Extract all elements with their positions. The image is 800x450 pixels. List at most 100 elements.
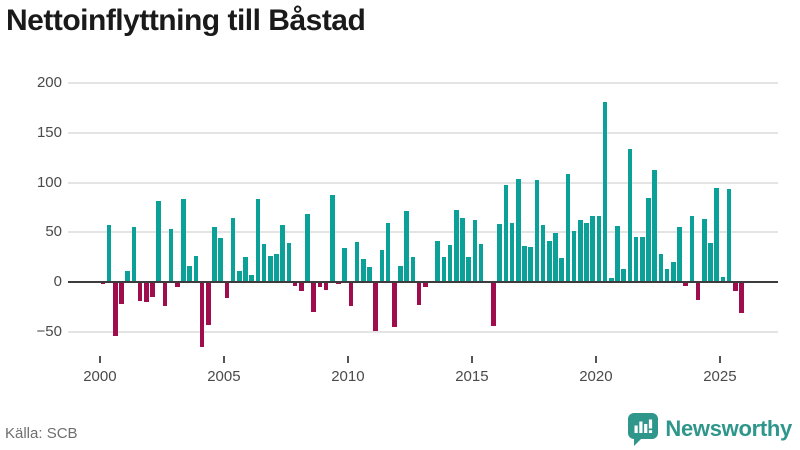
bar-2012Q1 xyxy=(398,266,403,283)
bar-2016Q2 xyxy=(503,185,509,283)
bar-2009Q4 xyxy=(342,248,347,283)
bar-2020Q1 xyxy=(596,216,602,283)
newsworthy-wordmark: Newsworthy xyxy=(665,416,792,441)
zero-axis-line xyxy=(68,281,778,284)
bar-2000Q4 xyxy=(119,282,124,305)
bar-2017Q2 xyxy=(528,247,533,283)
bar-2010Q1 xyxy=(348,282,354,307)
bar-2008Q4 xyxy=(317,282,323,288)
x-tick-2005 xyxy=(222,356,225,363)
bar-2015Q2 xyxy=(478,244,484,283)
bar-2005Q1 xyxy=(224,282,230,299)
bar-2016Q1 xyxy=(497,224,502,283)
bar-2010Q3 xyxy=(361,259,366,283)
bar-2013Q4 xyxy=(441,257,447,283)
bar-2018Q3 xyxy=(559,258,564,283)
bar-2002Q2 xyxy=(156,201,161,283)
bar-2003Q2 xyxy=(181,199,186,283)
gridline-150 xyxy=(68,131,778,134)
bar-2006Q3 xyxy=(261,244,267,283)
bar-2023Q4 xyxy=(689,216,695,283)
bar-2016Q3 xyxy=(509,223,515,283)
bar-2005Q3 xyxy=(237,271,242,283)
bar-2015Q4 xyxy=(491,282,496,327)
bar-2003Q4 xyxy=(193,256,199,283)
bar-2022Q2 xyxy=(652,169,657,283)
bar-2024Q2 xyxy=(702,219,707,283)
bar-2022Q1 xyxy=(646,198,651,283)
newsworthy-logo[interactable]: Newsworthy xyxy=(628,412,792,446)
y-tick-label-50: 50 xyxy=(45,223,62,241)
bar-2003Q3 xyxy=(187,266,192,283)
bar-2011Q3 xyxy=(385,223,391,283)
bar-2004Q4 xyxy=(218,238,223,283)
bar-2001Q2 xyxy=(131,227,137,283)
bar-2003Q1 xyxy=(175,282,180,288)
x-tick-label-2010: 2010 xyxy=(331,368,365,385)
x-tick-label-2025: 2025 xyxy=(703,368,737,385)
bar-2021Q4 xyxy=(640,237,645,283)
bar-2011Q2 xyxy=(379,250,385,283)
bar-2020Q3 xyxy=(609,278,614,283)
bar-2019Q2 xyxy=(578,220,583,283)
bar-2007Q4 xyxy=(292,282,298,287)
bar-2001Q4 xyxy=(144,282,149,303)
bar-2011Q1 xyxy=(373,282,378,332)
bar-2015Q1 xyxy=(472,220,478,283)
bar-2013Q1 xyxy=(423,282,428,288)
bar-2017Q3 xyxy=(534,179,540,283)
bar-2018Q1 xyxy=(547,241,552,283)
bar-2001Q3 xyxy=(137,282,143,302)
bar-2004Q1 xyxy=(199,282,205,348)
bar-2021Q1 xyxy=(621,269,626,283)
bar-2001Q1 xyxy=(125,271,130,283)
y-tick-label-100: 100 xyxy=(36,173,62,191)
bar-2023Q1 xyxy=(671,262,676,283)
x-tick-2015 xyxy=(470,356,473,363)
x-tick-2020 xyxy=(594,356,597,363)
bar-2007Q2 xyxy=(280,225,285,283)
bar-2002Q1 xyxy=(150,282,155,298)
bar-2006Q4 xyxy=(268,256,273,283)
bar-2010Q2 xyxy=(354,242,360,283)
bar-2014Q1 xyxy=(447,245,453,283)
bar-2009Q2 xyxy=(330,195,335,283)
bar-2023Q2 xyxy=(677,227,682,283)
bar-2022Q3 xyxy=(658,254,664,283)
bar-2013Q3 xyxy=(435,241,440,283)
bar-2008Q3 xyxy=(311,282,316,313)
bar-2016Q4 xyxy=(516,178,521,283)
bar-2025Q1 xyxy=(720,277,726,283)
bar-2021Q3 xyxy=(633,237,639,283)
bar-2000Q2 xyxy=(106,225,112,283)
bar-2014Q2 xyxy=(454,210,459,283)
gridline--50 xyxy=(68,331,778,334)
bar-2023Q3 xyxy=(683,282,688,287)
bar-chart-plot-area: −50 0 50 100 150 200 2000 2005 2010 2015 2020 2025 xyxy=(36,73,778,385)
bar-2002Q4 xyxy=(168,229,174,283)
x-tick-label-2005: 2005 xyxy=(207,368,241,385)
bar-2014Q4 xyxy=(466,257,471,283)
bar-2014Q3 xyxy=(460,218,465,283)
bar-2020Q4 xyxy=(615,226,620,283)
bar-2008Q2 xyxy=(305,214,310,283)
bar-2024Q3 xyxy=(708,243,713,283)
y-tick-label-200: 200 xyxy=(36,73,62,91)
bar-2010Q4 xyxy=(367,267,372,283)
bar-2012Q2 xyxy=(404,211,409,283)
bar-2012Q3 xyxy=(410,257,416,283)
bar-2007Q1 xyxy=(274,254,279,283)
bar-2005Q4 xyxy=(243,257,248,283)
x-tick-2000 xyxy=(98,356,101,363)
bar-2012Q4 xyxy=(416,282,422,306)
source-credit: Källa: SCB xyxy=(5,425,78,442)
y-tick-label-0: 0 xyxy=(53,273,62,291)
bar-2018Q2 xyxy=(553,233,558,283)
gridline-50 xyxy=(68,231,778,234)
bar-2004Q3 xyxy=(212,227,217,283)
bar-2007Q3 xyxy=(286,243,292,283)
x-tick-label-2000: 2000 xyxy=(83,368,117,385)
bar-2006Q2 xyxy=(255,199,261,283)
bar-2019Q3 xyxy=(584,223,589,283)
bar-2019Q1 xyxy=(571,231,577,283)
